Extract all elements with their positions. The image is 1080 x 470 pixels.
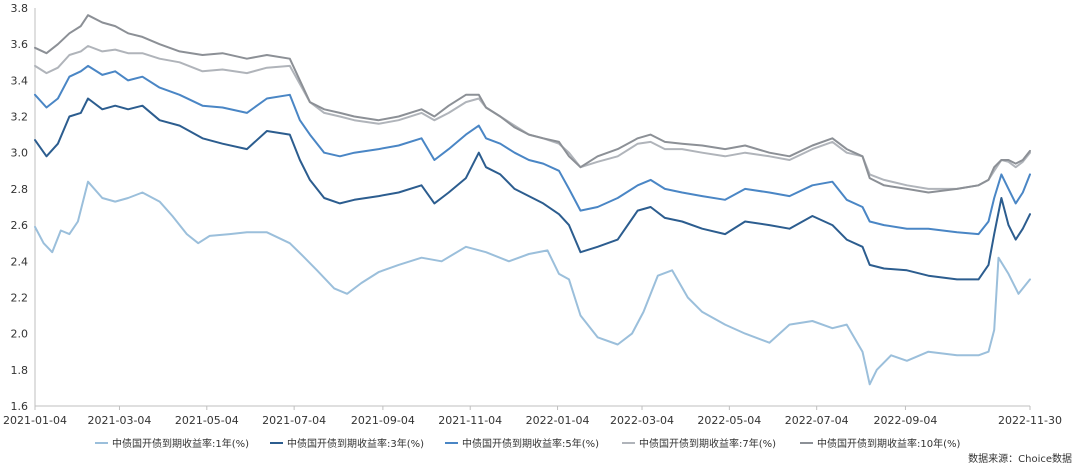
y-tick-label: 1.6 [11, 400, 29, 413]
series-line-4 [34, 45, 1031, 190]
series-lines [34, 14, 1031, 386]
legend-item: 中债国开债到期收益率:5年(%) [445, 437, 599, 450]
x-tick-label: 2021-09-04 [351, 414, 415, 427]
y-tick-label: 2.2 [11, 291, 29, 304]
y-tick-label: 2.8 [11, 183, 29, 196]
y-tick-label: 3.6 [11, 38, 29, 51]
legend-label: 中债国开债到期收益率:1年(%) [112, 437, 249, 450]
y-tick-label: 3.0 [11, 147, 29, 160]
x-tick-label: 2021-11-04 [438, 414, 502, 427]
series-line-2 [34, 97, 1031, 281]
x-axis: 2021-01-04 2021-03-04 2021-05-04 2021-07-04… [3, 405, 1062, 427]
y-tick-label: 3.4 [11, 74, 29, 87]
x-tick-label: 2022-05-04 [697, 414, 761, 427]
x-tick-label: 2022-11-30 [998, 414, 1062, 427]
series-line-5 [34, 14, 1031, 194]
x-tick-label: 2021-05-04 [175, 414, 239, 427]
legend-label: 中债国开债到期收益率:7年(%) [639, 437, 776, 450]
y-tick-label: 2.4 [11, 255, 29, 268]
series-line-1 [34, 180, 1031, 386]
data-source-note: 数据来源：Choice数据 [968, 452, 1072, 465]
legend-label: 中债国开债到期收益率:5年(%) [462, 437, 599, 450]
x-tick-label: 2021-03-04 [87, 414, 151, 427]
x-tick-label: 2021-01-04 [3, 414, 67, 427]
legend-label: 中债国开债到期收益率:10年(%) [817, 437, 960, 450]
x-tick-label: 2021-07-04 [262, 414, 326, 427]
series-line-3 [34, 64, 1031, 236]
legend-item: 中债国开债到期收益率:1年(%) [95, 437, 249, 450]
legend-item: 中债国开债到期收益率:10年(%) [800, 437, 960, 450]
y-tick-label: 3.8 [11, 2, 29, 15]
y-tick-label: 2.0 [11, 328, 29, 341]
x-tick-label: 2022-09-04 [873, 414, 937, 427]
y-tick-label: 1.8 [11, 364, 29, 377]
legend-label: 中债国开债到期收益率:3年(%) [287, 437, 424, 450]
x-tick-label: 2022-07-04 [785, 414, 849, 427]
y-tick-label: 2.6 [11, 219, 29, 232]
legend: 中债国开债到期收益率:1年(%) 中债国开债到期收益率:3年(%) 中债国开债到期收… [95, 437, 960, 450]
legend-item: 中债国开债到期收益率:7年(%) [622, 437, 776, 450]
x-tick-label: 2022-01-04 [526, 414, 590, 427]
legend-item: 中债国开债到期收益率:3年(%) [270, 437, 424, 450]
x-tick-label: 2022-03-04 [610, 414, 674, 427]
y-tick-label: 3.2 [11, 111, 29, 124]
y-axis: 1.6 1.8 2.0 2.2 2.4 2.6 2.8 3.0 3.2 3.4 3.6 3.8 [11, 2, 36, 413]
